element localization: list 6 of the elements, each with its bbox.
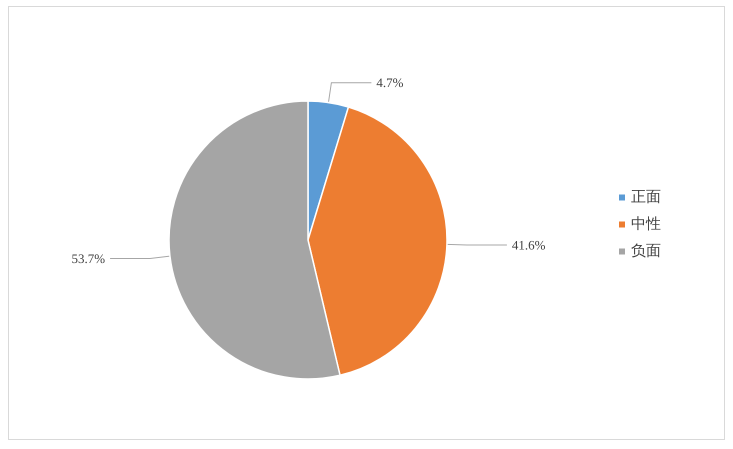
data-label: 4.7% xyxy=(376,75,404,90)
legend-label: 中性 xyxy=(631,216,661,232)
data-label: 41.6% xyxy=(512,237,546,252)
legend-label: 正面 xyxy=(631,190,661,206)
data-label: 53.7% xyxy=(71,250,106,266)
legend-label: 负面 xyxy=(631,242,661,260)
